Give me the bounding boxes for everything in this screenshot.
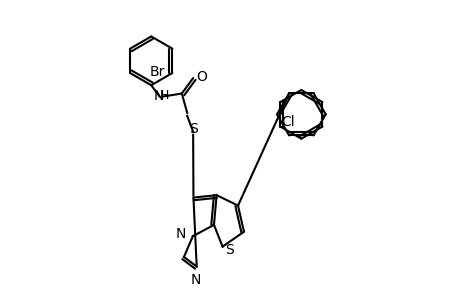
Text: H: H [160,89,169,102]
Text: Br: Br [149,65,165,80]
Text: Cl: Cl [280,115,294,129]
Text: S: S [225,243,234,257]
Text: N: N [153,88,163,103]
Text: N: N [175,227,186,241]
Text: N: N [190,273,201,287]
Text: O: O [196,70,207,84]
Text: S: S [189,122,198,136]
